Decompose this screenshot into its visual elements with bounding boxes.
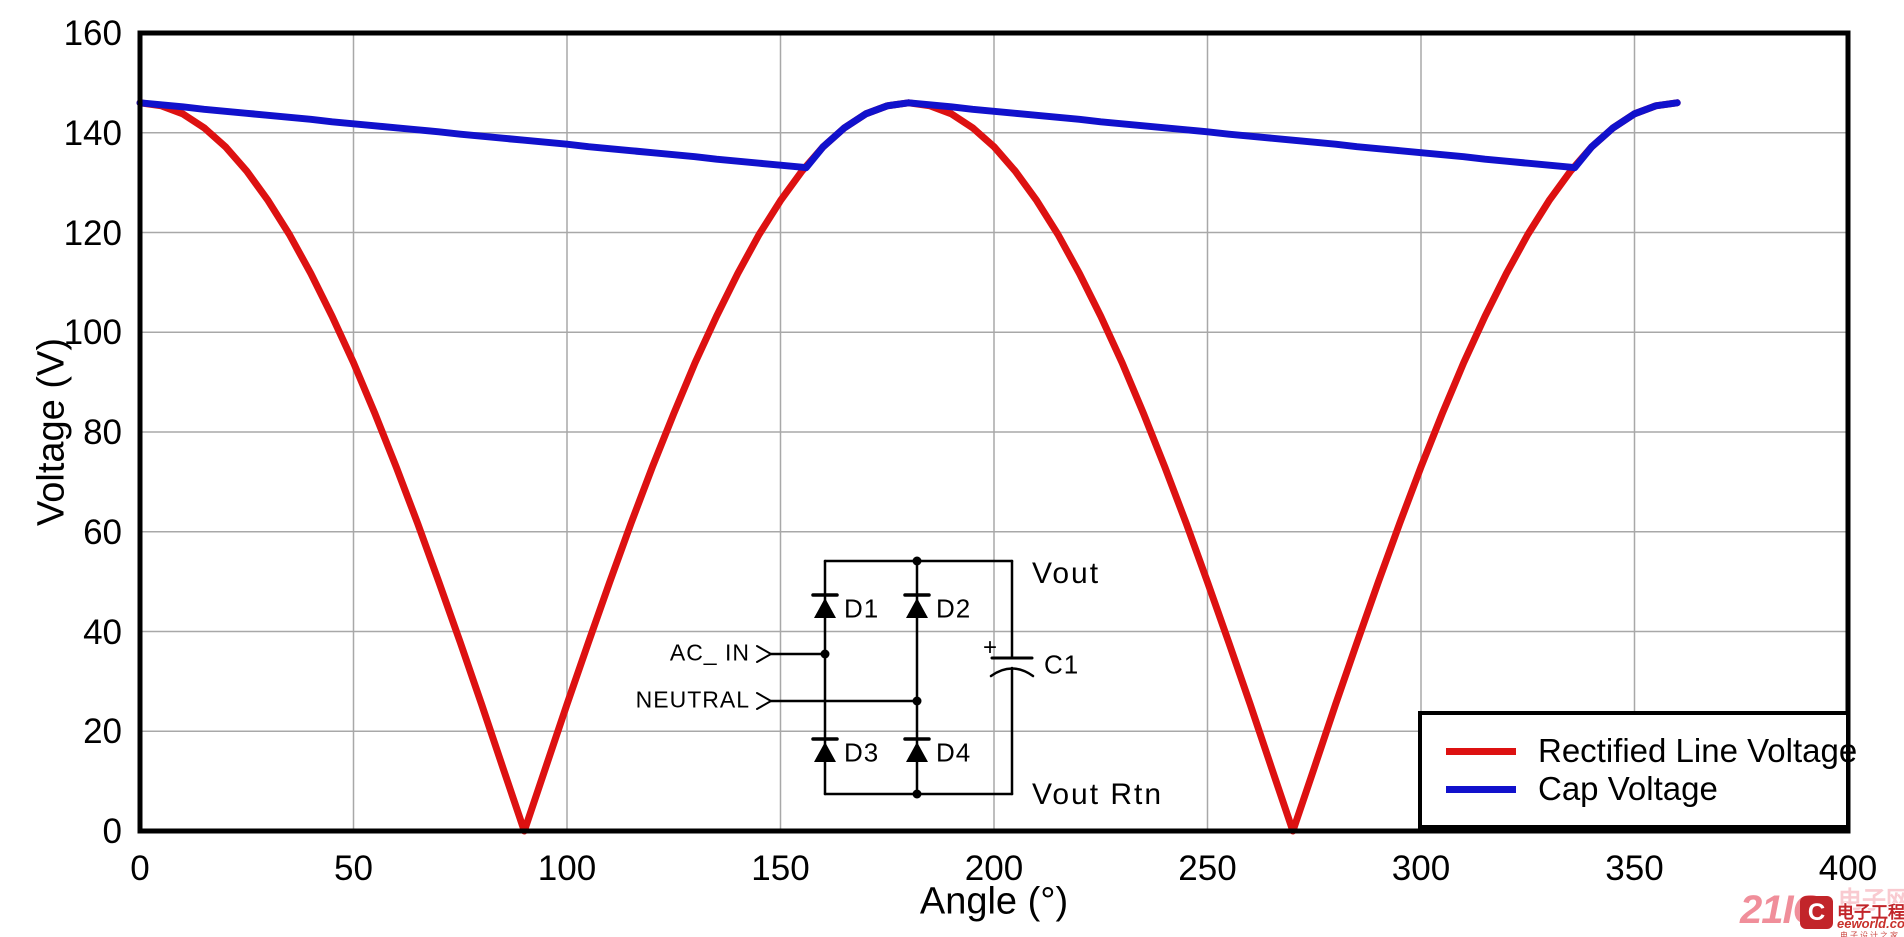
schematic-label-c1: C1 (1044, 649, 1080, 680)
plot-border (137, 30, 1851, 834)
x-tick-label: 50 (334, 849, 373, 888)
legend-label: Rectified Line Voltage (1538, 732, 1858, 769)
schematic-label-d1: D1 (844, 593, 880, 624)
junction-dot (912, 789, 922, 799)
watermark-ghost-text: 电子网 (1838, 887, 1904, 914)
schematic-label-ac-in: AC_ IN (669, 639, 750, 666)
x-tick-label: 250 (1178, 849, 1237, 888)
junction-dot (912, 696, 922, 706)
watermark-tagline: 电子设计之家 (1840, 931, 1900, 937)
legend: Rectified Line Voltage Cap Voltage (1418, 711, 1857, 829)
diode-d3-icon (814, 742, 836, 762)
y-tick-label: 100 (63, 313, 122, 353)
bridge-rectifier-schematic (756, 556, 1035, 799)
schematic-label-neutral: NEUTRAL (635, 686, 750, 713)
diode-d4-icon (906, 742, 928, 762)
watermark: 电子网 21IC C 电子工程世界 eeworld.com.cn 电子设计之家 (1738, 878, 1904, 937)
watermark-logo-letter: C (1807, 898, 1826, 926)
y-tick-label: 140 (63, 113, 122, 153)
y-tick-label: 80 (83, 413, 122, 452)
diode-d2-icon (906, 598, 928, 618)
y-tick-label: 40 (83, 612, 122, 652)
junction-dot (912, 556, 922, 566)
ac-in-connector-icon (756, 645, 774, 663)
schematic-label-vout-rtn: Vout Rtn (1032, 778, 1164, 811)
neutral-connector-icon (756, 692, 774, 710)
x-tick-label: 0 (130, 849, 150, 888)
y-tick-label: 0 (102, 812, 122, 851)
y-tick-label: 120 (63, 213, 122, 253)
grid-layer (140, 33, 1848, 831)
schematic-label-d4: D4 (936, 737, 972, 768)
curves-layer (136, 99, 1681, 835)
diode-d1-icon (814, 598, 836, 618)
legend-entry: Cap Voltage (1422, 770, 1846, 808)
x-tick-label: 200 (964, 849, 1024, 888)
watermark-site-url: eeworld.com.cn (1837, 916, 1904, 931)
junction-dot (820, 649, 830, 659)
curve-cap-voltage (136, 99, 1681, 172)
x-tick-label: 400 (1818, 849, 1878, 888)
x-axis-title: Angle (°) (919, 880, 1069, 923)
y-tick-label: 160 (63, 14, 122, 53)
schematic-label-vout: Vout (1032, 557, 1101, 590)
x-tick-label: 100 (537, 849, 597, 888)
x-tick-label: 150 (751, 849, 810, 888)
schematic-label-d3: D3 (844, 737, 880, 768)
y-tick-label: 20 (83, 712, 122, 752)
capacitor-bottom-plate (989, 667, 1035, 678)
schematic-label-d2: D2 (936, 593, 972, 624)
watermark-logo-icon: C (1800, 896, 1833, 929)
legend-line-swatch (1446, 747, 1516, 755)
legend-line-swatch (1446, 785, 1516, 793)
legend-entry: Rectified Line Voltage (1422, 732, 1857, 770)
x-tick-label: 350 (1605, 849, 1664, 888)
schematic-label-plus: + (983, 634, 999, 661)
x-tick-label: 300 (1391, 849, 1451, 888)
watermark-site-name: 电子工程世界 (1837, 903, 1904, 922)
y-tick-label: 60 (83, 512, 122, 552)
legend-label: Cap Voltage (1538, 770, 1718, 807)
